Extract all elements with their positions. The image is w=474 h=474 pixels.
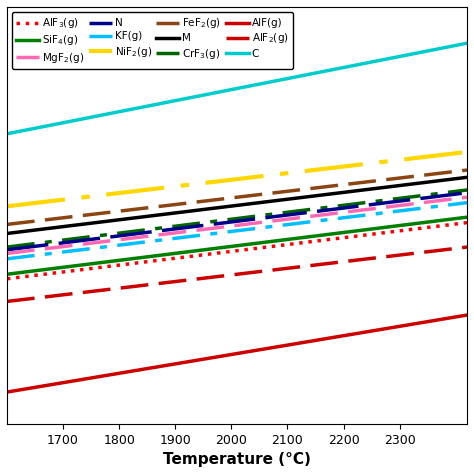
Legend: AlF$_3$(g), SiF$_4$(g), MgF$_2$(g), N, KF(g), NiF$_2$(g), FeF$_2$(g), M, CrF$_3$: AlF$_3$(g), SiF$_4$(g), MgF$_2$(g), N, K… <box>12 12 292 69</box>
X-axis label: Temperature (°C): Temperature (°C) <box>163 452 311 467</box>
